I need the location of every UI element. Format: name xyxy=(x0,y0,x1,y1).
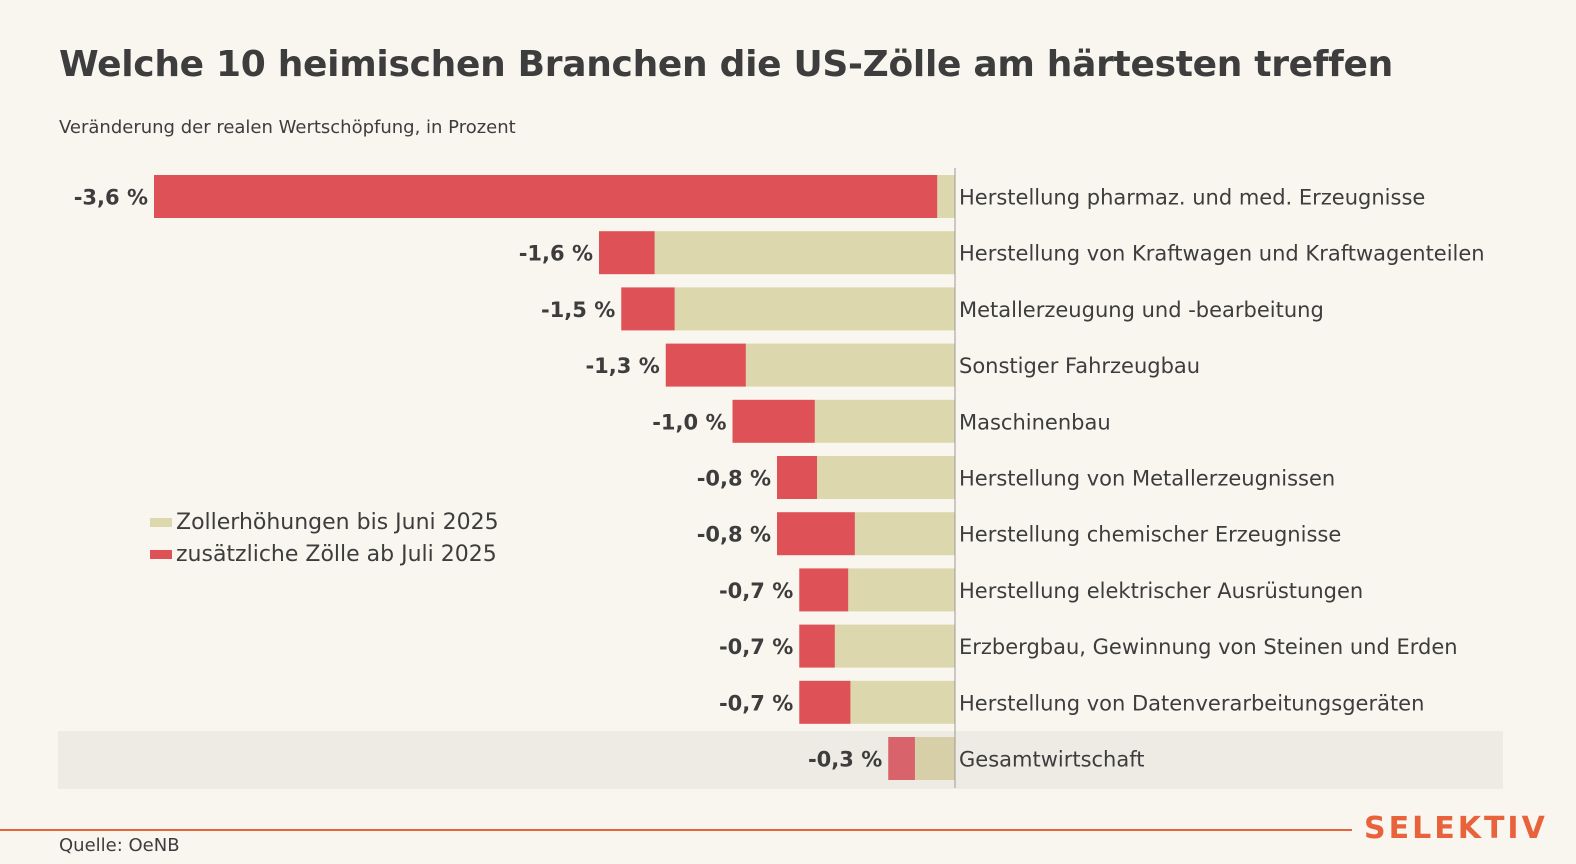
bar-segment-june xyxy=(854,512,955,556)
bar-segment-june xyxy=(914,737,955,780)
bar-segment-june xyxy=(814,399,955,443)
bar-segment-july xyxy=(665,343,746,387)
chart-title: Welche 10 heimischen Branchen die US-Zöl… xyxy=(59,44,1393,85)
brand-logo: SELEKTIV xyxy=(1364,811,1548,846)
bar-chart: -3,6 % Herstellung pharmaz. und med. Erze… xyxy=(58,168,1503,789)
bar-segment-june xyxy=(674,287,955,331)
category-label: Sonstiger Fahrzeugbau xyxy=(959,354,1200,378)
bar-segment-june xyxy=(834,624,955,668)
bar-segment-july xyxy=(777,512,855,556)
category-label: Herstellung pharmaz. und med. Erzeugniss… xyxy=(959,186,1425,210)
category-label: Herstellung von Datenverarbeitungsgeräte… xyxy=(959,691,1424,715)
bar-segment-july xyxy=(888,737,915,780)
chart-subtitle: Veränderung der realen Wertschöpfung, in… xyxy=(59,117,516,138)
bar-value-label: -0,7 % xyxy=(719,635,793,659)
legend: Zollerhöhungen bis Juni 2025 zusätzliche… xyxy=(150,506,499,570)
bar-value-label: -3,6 % xyxy=(74,186,148,210)
category-label: Herstellung elektrischer Ausrüstungen xyxy=(959,579,1363,603)
bar-value-label: -0,7 % xyxy=(719,579,793,603)
source-divider xyxy=(0,829,1352,831)
bar-segment-july xyxy=(621,287,675,331)
bar-segment-june xyxy=(817,456,955,499)
source-note: Quelle: OeNB xyxy=(59,835,180,856)
category-label: Herstellung von Metallerzeugnissen xyxy=(959,467,1335,491)
bar-value-label: -0,8 % xyxy=(697,523,771,547)
bar-value-label: -1,3 % xyxy=(585,354,659,378)
bar-segment-july xyxy=(599,231,655,275)
legend-item-june: Zollerhöhungen bis Juni 2025 xyxy=(150,506,499,538)
legend-label-june: Zollerhöhungen bis Juni 2025 xyxy=(176,509,499,535)
bar-segment-july xyxy=(799,624,835,668)
bar-value-label: -1,0 % xyxy=(652,410,726,434)
legend-swatch-june xyxy=(150,517,172,527)
bar-segment-june xyxy=(654,231,955,275)
legend-item-july: zusätzliche Zölle ab Juli 2025 xyxy=(150,538,499,570)
bar-segment-july xyxy=(154,175,938,218)
category-label: Gesamtwirtschaft xyxy=(959,748,1145,772)
category-label: Metallerzeugung und -bearbeitung xyxy=(959,298,1324,322)
bar-segment-july xyxy=(799,680,851,724)
bar-value-label: -0,8 % xyxy=(697,467,771,491)
legend-label-july: zusätzliche Zölle ab Juli 2025 xyxy=(176,541,497,567)
bar-value-label: -1,6 % xyxy=(519,242,593,266)
bar-segment-june xyxy=(848,568,955,612)
bar-value-label: -0,7 % xyxy=(719,691,793,715)
bar-segment-july xyxy=(777,456,818,499)
category-label: Herstellung von Kraftwagen und Kraftwage… xyxy=(959,242,1485,266)
category-label: Herstellung chemischer Erzeugnisse xyxy=(959,523,1341,547)
legend-swatch-july xyxy=(150,549,172,559)
bar-segment-july xyxy=(799,568,849,612)
highlight-band xyxy=(58,731,1503,789)
bar-value-label: -0,3 % xyxy=(808,748,882,772)
bar-segment-june xyxy=(850,680,955,724)
category-label: Maschinenbau xyxy=(959,410,1111,434)
bar-segment-june xyxy=(745,343,955,387)
bar-segment-june xyxy=(937,175,955,218)
bar-segment-july xyxy=(732,399,815,443)
category-label: Erzbergbau, Gewinnung von Steinen und Er… xyxy=(959,635,1458,659)
bar-value-label: -1,5 % xyxy=(541,298,615,322)
